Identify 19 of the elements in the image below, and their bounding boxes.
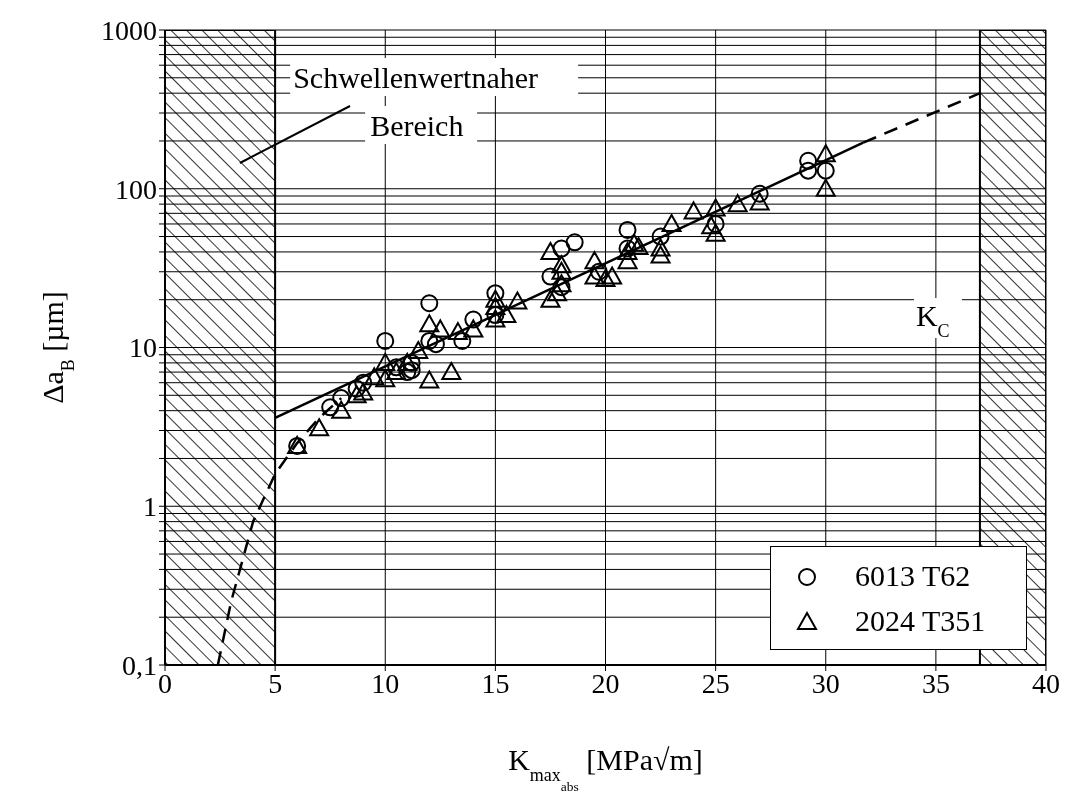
y-tick-label: 100 (115, 173, 157, 205)
x-tick-label: 35 (921, 667, 950, 699)
band-label: K$_{C}$ (915, 299, 950, 341)
y-axis-title: ΔaB [µm] (36, 291, 78, 404)
x-tick-label: 25 (701, 667, 730, 699)
y-tick-label: 1 (143, 491, 157, 523)
legend-label: 2024 T351 (855, 603, 986, 638)
x-tick-label: 5 (268, 667, 283, 699)
band-label: Schwellenwertnaher Bereich (293, 61, 539, 142)
x-tick-label: 15 (481, 667, 510, 699)
y-tick-label: 0,1 (122, 649, 157, 681)
legend-label: 6013 T62 (855, 558, 971, 593)
x-tick-label: 10 (371, 667, 400, 699)
x-tick-label: 0 (158, 667, 172, 699)
x-tick-label: 40 (1032, 667, 1060, 699)
y-tick-label: 1000 (101, 14, 157, 46)
y-tick-label: 10 (129, 332, 157, 364)
x-tick-label: 20 (591, 667, 620, 699)
x-tick-label: 30 (811, 667, 840, 699)
